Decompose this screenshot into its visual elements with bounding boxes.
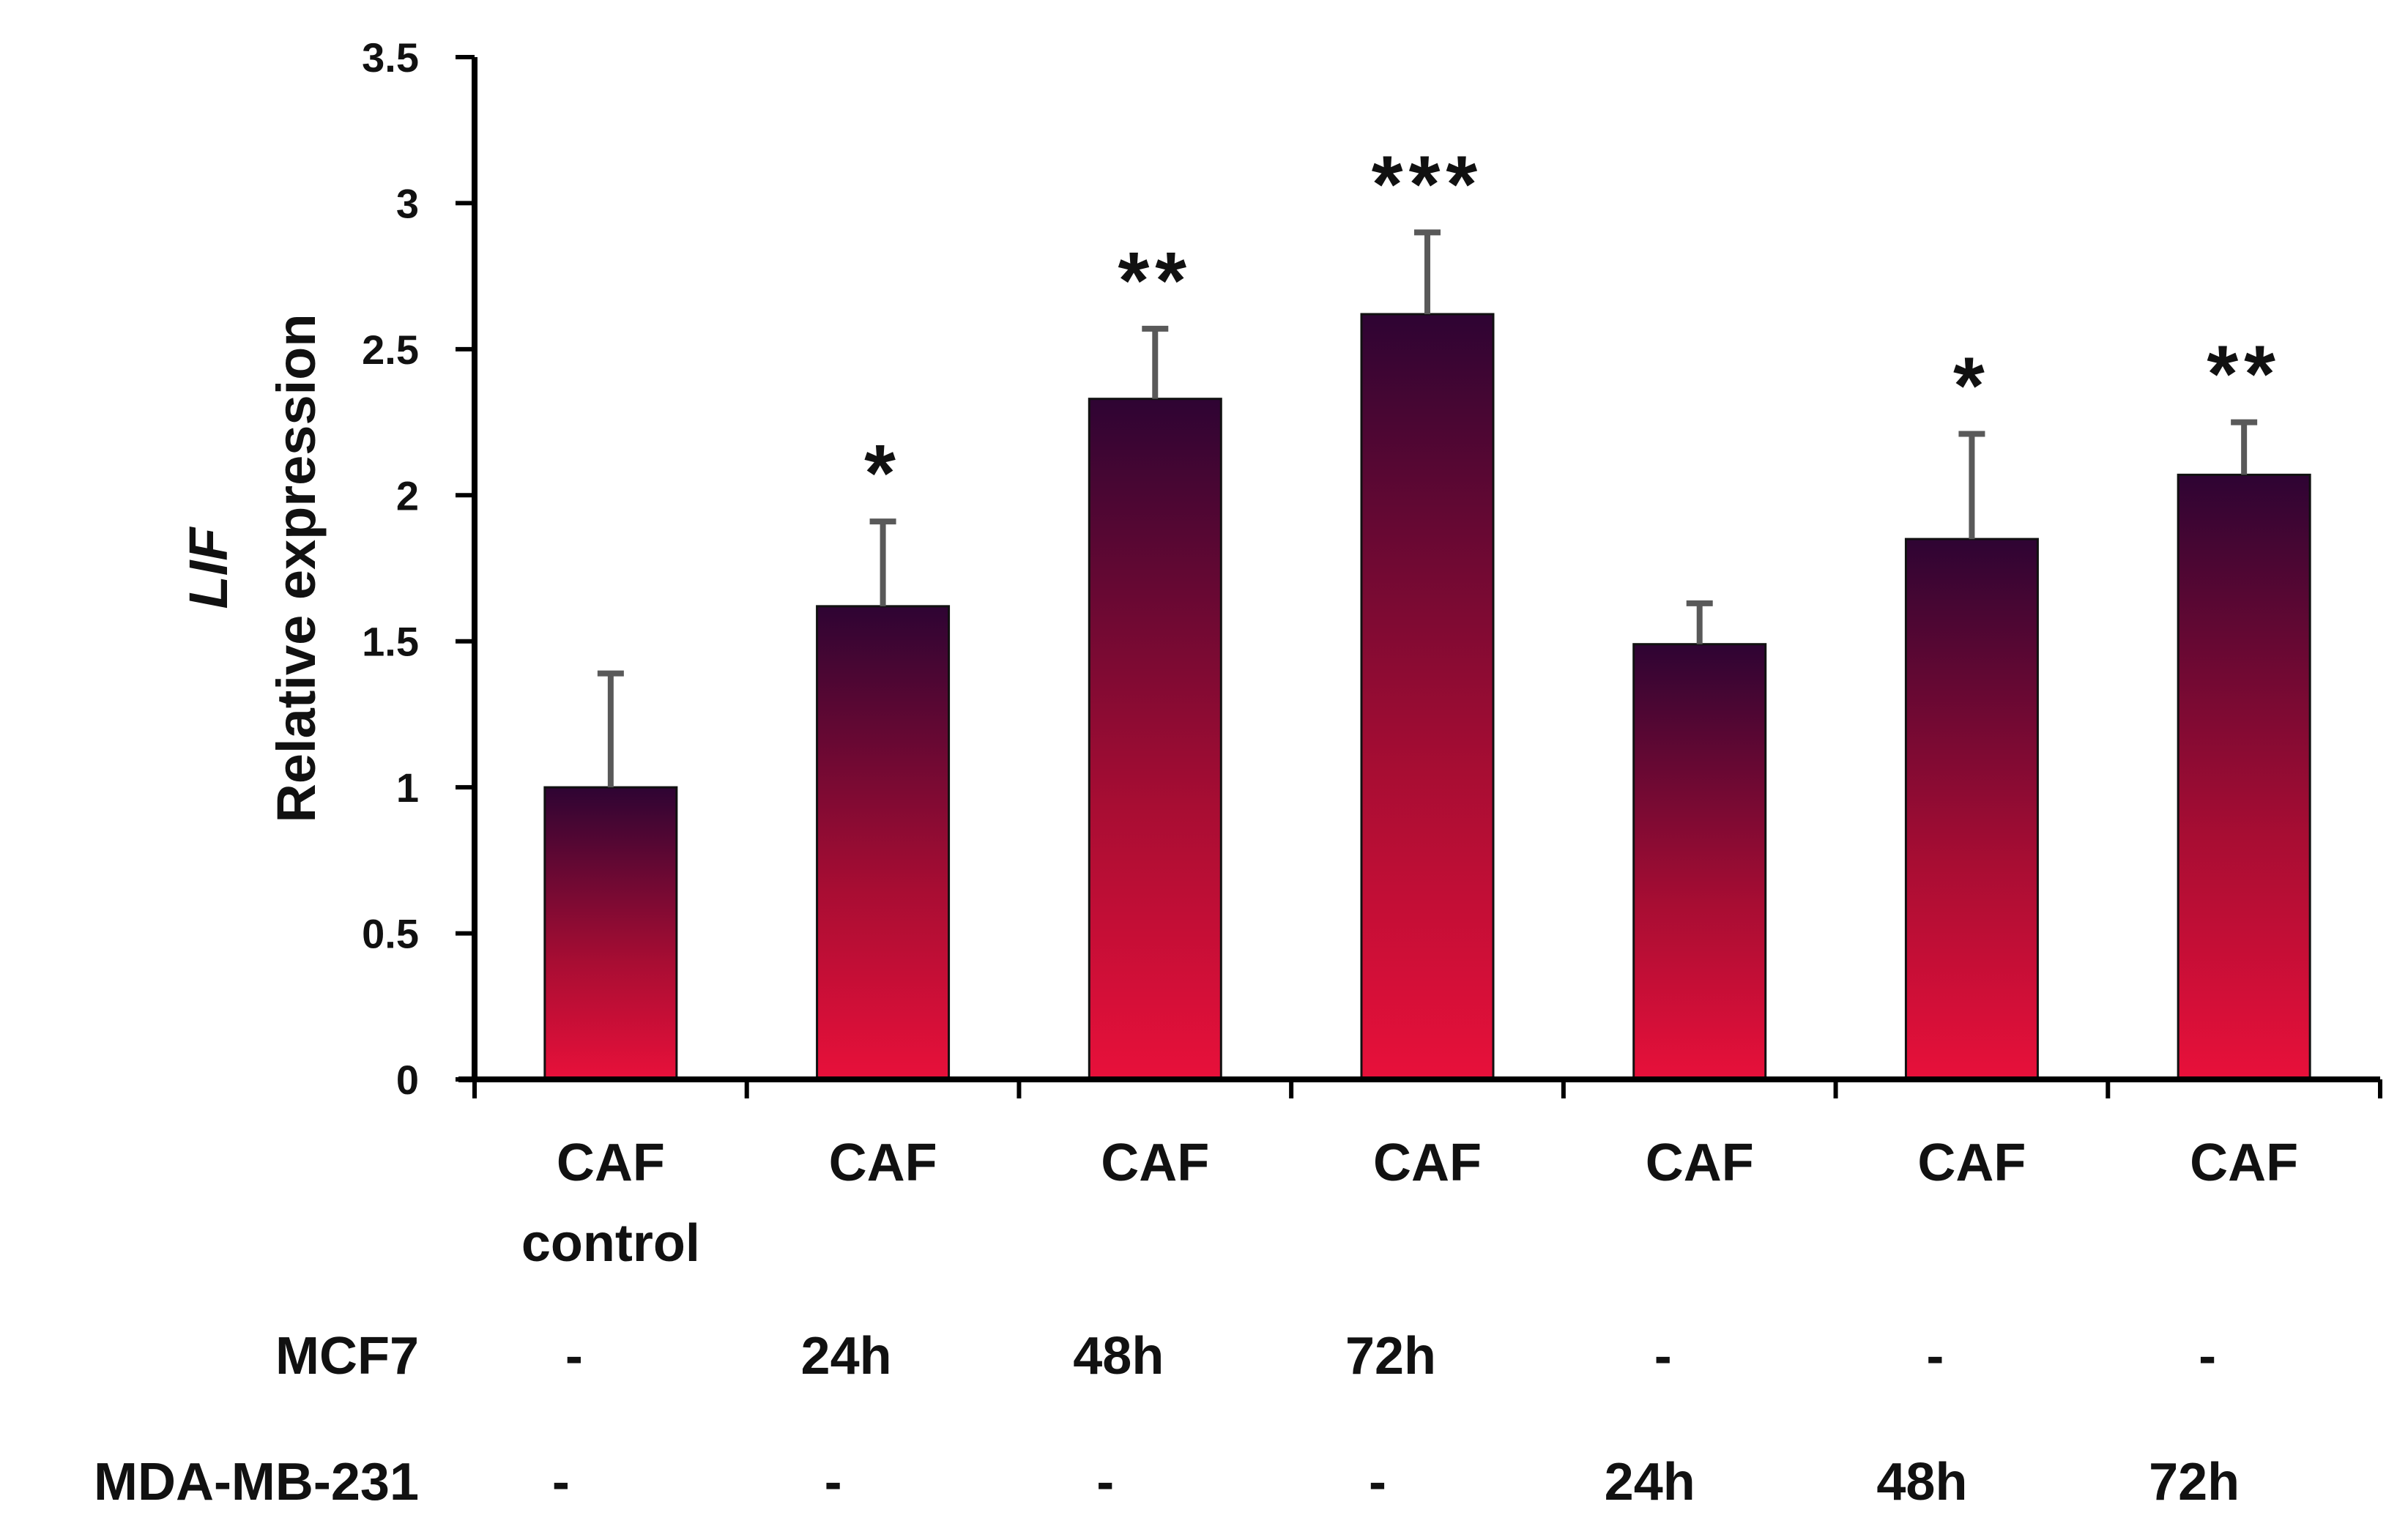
bar bbox=[1360, 313, 1495, 1081]
condition-cell: 48h bbox=[1073, 1327, 1164, 1385]
y-axis-title: LIF Relative expression bbox=[178, 313, 327, 822]
condition-cell: - bbox=[825, 1453, 842, 1511]
error-bars bbox=[597, 229, 2258, 788]
y-tick-label: 0.5 bbox=[362, 911, 419, 957]
significance-marker: ** bbox=[1118, 236, 1192, 326]
condition-cell: - bbox=[552, 1453, 570, 1511]
condition-cell: - bbox=[2199, 1327, 2216, 1385]
bar bbox=[816, 605, 951, 1081]
significance-marker: * bbox=[1953, 341, 1991, 431]
bar bbox=[1088, 398, 1222, 1081]
y-ticks: 0 0.5 1 1.5 2 2.5 3 3.5 bbox=[362, 34, 475, 1103]
y-axis-gene-label: LIF bbox=[178, 527, 239, 609]
bars bbox=[543, 313, 2311, 1081]
x-category-label: CAF bbox=[1917, 1134, 2026, 1192]
x-category-label: CAF bbox=[1646, 1134, 1754, 1192]
condition-cell: - bbox=[1926, 1327, 1944, 1385]
y-tick-label: 3.5 bbox=[362, 34, 419, 81]
condition-row-label: MDA-MB-231 bbox=[94, 1453, 419, 1511]
y-tick-label: 1 bbox=[396, 765, 419, 811]
x-category-sublabel: control bbox=[521, 1214, 700, 1273]
condition-cell: - bbox=[565, 1327, 583, 1385]
y-axis-label: Relative expression bbox=[266, 313, 327, 822]
condition-cell: - bbox=[1369, 1453, 1386, 1511]
condition-cell: 24h bbox=[801, 1327, 892, 1385]
x-category-label: CAF bbox=[557, 1134, 665, 1192]
condition-cell: 72h bbox=[2149, 1453, 2240, 1511]
significance-marker: ** bbox=[2207, 330, 2281, 420]
x-category-label: CAF bbox=[2190, 1134, 2298, 1192]
bar bbox=[543, 786, 678, 1081]
x-category-labels: CAF control CAF CAF CAF CAF CAF CAF bbox=[521, 1134, 2298, 1273]
bar bbox=[1904, 537, 2039, 1081]
condition-table: MCF7 - 24h 48h 72h - - - MDA-MB-231 - - - - 24h 48h 72h bbox=[94, 1327, 2240, 1511]
condition-cell: - bbox=[1096, 1453, 1114, 1511]
condition-row-label: MCF7 bbox=[275, 1327, 419, 1385]
condition-cell: 48h bbox=[1876, 1453, 1967, 1511]
significance-marker: * bbox=[864, 428, 902, 518]
y-tick-label: 1.5 bbox=[362, 619, 419, 665]
y-tick-label: 2.5 bbox=[362, 327, 419, 373]
condition-cell: 24h bbox=[1605, 1453, 1695, 1511]
y-tick-label: 3 bbox=[396, 180, 419, 226]
axes bbox=[458, 57, 2380, 1082]
x-category-label: CAF bbox=[1101, 1134, 1209, 1192]
significance-marker: *** bbox=[1372, 139, 1483, 229]
y-tick-label: 0 bbox=[396, 1057, 419, 1103]
y-tick-label: 2 bbox=[396, 472, 419, 518]
x-category-label: CAF bbox=[1373, 1134, 1482, 1192]
condition-cell: - bbox=[1654, 1327, 1672, 1385]
condition-cell: 72h bbox=[1345, 1327, 1436, 1385]
bar bbox=[1632, 643, 1767, 1081]
x-ticks bbox=[472, 1079, 2382, 1098]
x-category-label: CAF bbox=[829, 1134, 937, 1192]
bar bbox=[2177, 473, 2311, 1081]
significance-markers: ******* ** bbox=[864, 139, 2281, 518]
